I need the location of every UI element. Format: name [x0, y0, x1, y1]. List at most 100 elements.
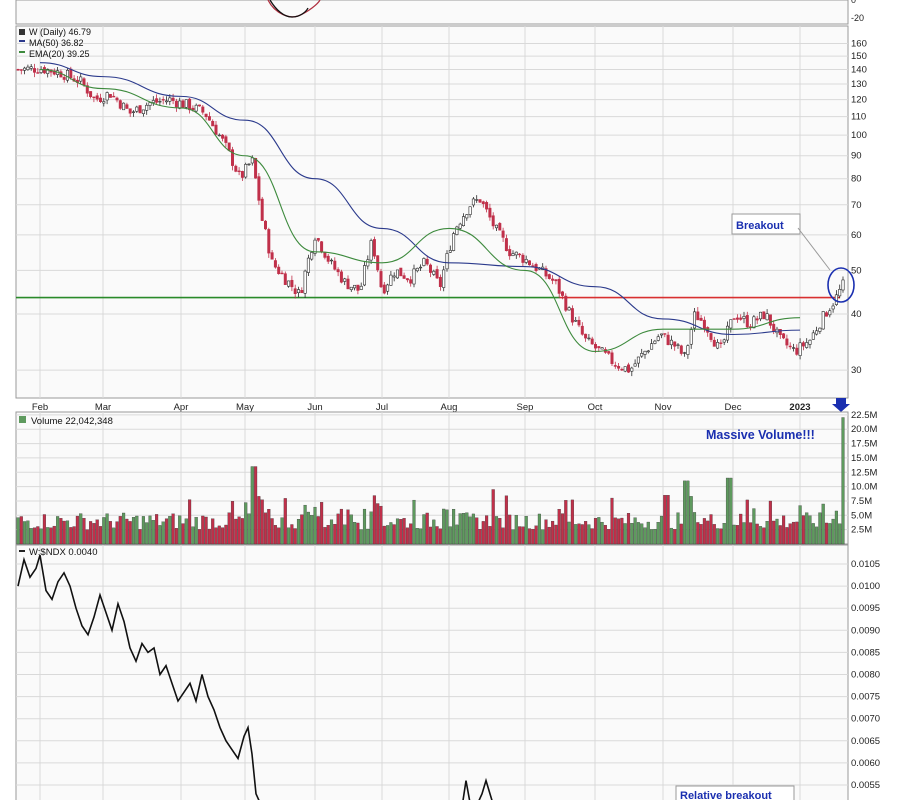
- volume-bar: [455, 524, 459, 545]
- candle-body: [554, 279, 558, 282]
- volume-bar: [630, 523, 634, 545]
- candle-body: [640, 353, 644, 357]
- candle-body: [62, 77, 66, 80]
- candle-body: [699, 317, 703, 321]
- candle-body: [402, 275, 406, 279]
- volume-bar: [673, 529, 677, 545]
- volume-bars: [16, 417, 845, 545]
- volume-bar: [300, 514, 304, 545]
- volume-bar: [494, 516, 499, 545]
- date-tick-label: May: [236, 402, 254, 413]
- volume-bar: [719, 528, 723, 545]
- candle-body: [659, 333, 663, 336]
- legend-swatch-volume: [19, 416, 26, 423]
- breakout-label: Breakout: [736, 220, 784, 232]
- volume-bar: [52, 525, 56, 545]
- legend-ratio: W:$NDX 0.0040: [29, 547, 97, 558]
- candle-body: [739, 317, 743, 320]
- volume-bar: [768, 500, 772, 545]
- candle-body: [570, 308, 574, 323]
- volume-bar: [412, 499, 416, 545]
- ratio-tick-label: 0.0055: [851, 780, 880, 791]
- price-tick-label: 70: [851, 200, 862, 211]
- volume-tick-label: 22.5M: [851, 410, 877, 421]
- volume-bar: [603, 524, 607, 545]
- volume-bar: [643, 527, 647, 545]
- volume-bar: [551, 520, 555, 545]
- candle-body: [300, 290, 304, 294]
- candle-body: [481, 201, 485, 205]
- candle-body: [438, 276, 442, 288]
- volume-bar: [485, 515, 489, 545]
- volume-bar: [36, 526, 40, 545]
- volume-bar: [716, 528, 720, 545]
- candle-body: [415, 267, 419, 272]
- candle-body: [448, 250, 452, 253]
- candle-body: [320, 241, 324, 252]
- candle-body: [92, 96, 96, 99]
- volume-bar: [838, 523, 842, 545]
- volume-bar: [62, 520, 66, 545]
- volume-bar: [683, 480, 687, 545]
- legend-price: W (Daily) 46.79: [29, 27, 91, 37]
- candle-body: [293, 288, 297, 294]
- candle-body: [491, 215, 495, 227]
- candlesticks: [16, 63, 845, 377]
- volume-bar: [244, 502, 248, 545]
- volume-bar: [214, 527, 218, 545]
- volume-bar: [171, 513, 175, 545]
- volume-bar: [534, 525, 538, 545]
- indicator-tick-label: -20: [851, 13, 864, 23]
- volume-bar: [260, 499, 264, 545]
- volume-bar: [732, 524, 736, 545]
- candle-body: [194, 104, 198, 112]
- candle-body: [560, 291, 564, 296]
- candle-body: [141, 109, 145, 114]
- candle-body: [386, 284, 390, 292]
- candle-body: [666, 334, 670, 346]
- candle-body: [171, 97, 175, 101]
- volume-bar: [735, 525, 739, 545]
- candle-body: [422, 258, 426, 266]
- volume-bar: [564, 500, 568, 545]
- volume-bar: [669, 527, 673, 545]
- arrow-down-icon: [832, 398, 850, 412]
- ratio-tick-label: 0.0060: [851, 758, 880, 769]
- candle-body: [336, 269, 340, 273]
- ratio-panel: [15, 544, 849, 805]
- candle-body: [313, 239, 317, 254]
- volume-bar: [593, 517, 598, 545]
- volume-bar: [227, 512, 231, 545]
- candle-body: [174, 100, 178, 108]
- candle-body: [511, 253, 515, 256]
- candle-body: [277, 266, 281, 274]
- candle-body: [316, 238, 320, 241]
- volume-bar: [188, 499, 192, 545]
- volume-bar: [729, 477, 733, 545]
- volume-bar: [23, 521, 27, 545]
- candle-body: [148, 102, 152, 106]
- candle-body: [762, 311, 766, 320]
- volume-bar: [254, 466, 258, 545]
- candle-body: [683, 352, 687, 354]
- volume-bar: [273, 525, 277, 545]
- volume-bar: [392, 524, 396, 545]
- volume-bar: [646, 521, 650, 545]
- volume-bar: [92, 523, 96, 545]
- volume-bar: [333, 523, 337, 545]
- volume-tick-label: 15.0M: [851, 453, 877, 464]
- candle-body: [689, 329, 693, 345]
- legend-ema20: EMA(20) 39.25: [29, 49, 90, 59]
- candle-body: [254, 157, 258, 179]
- candle-body: [521, 254, 525, 263]
- candle-body: [250, 157, 254, 164]
- price-tick-label: 50: [851, 265, 862, 276]
- ratio-tick-label: 0.0105: [851, 559, 880, 570]
- ema20-line: [39, 68, 801, 353]
- candle-body: [151, 100, 155, 103]
- candle-body: [409, 279, 413, 284]
- candle-body: [214, 124, 218, 135]
- volume-bar: [587, 524, 591, 545]
- volume-bar: [207, 528, 211, 545]
- candle-body: [432, 270, 436, 275]
